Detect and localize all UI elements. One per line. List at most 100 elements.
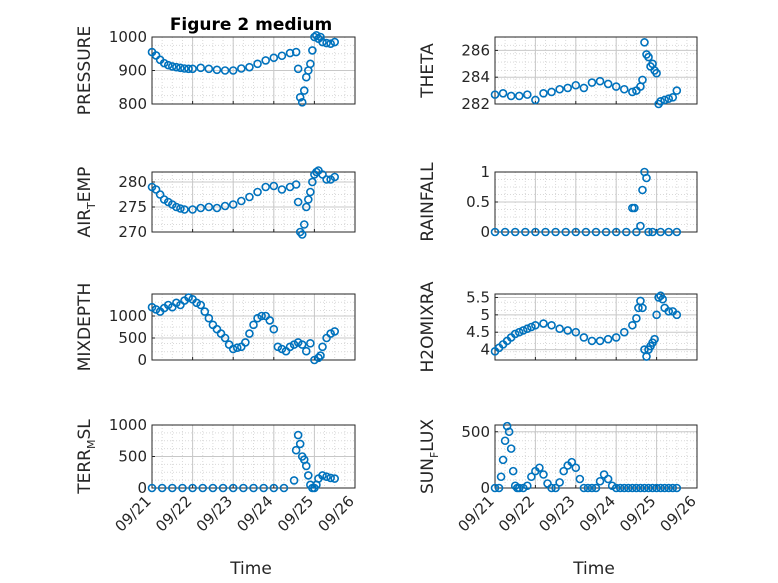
data-point [208, 483, 218, 493]
y-tick-label: 0 [480, 223, 490, 241]
data-point [259, 483, 268, 493]
y-axis-label: THETA [418, 43, 438, 99]
data-point [603, 334, 613, 344]
data-point [277, 51, 287, 61]
data-point [293, 197, 303, 207]
data-series [147, 293, 340, 365]
data-point [624, 483, 633, 493]
data-point [308, 177, 317, 187]
data-point [500, 227, 510, 237]
data-point [575, 474, 585, 484]
data-point [172, 202, 181, 212]
data-point [508, 466, 518, 476]
data-point [301, 202, 311, 212]
data-point [520, 227, 530, 237]
data-point [595, 476, 605, 486]
data-point [295, 93, 305, 102]
data-point [261, 182, 270, 192]
data-point [498, 455, 508, 465]
data-point [638, 185, 647, 195]
data-point [539, 470, 548, 479]
y-tick-label: 1000 [109, 28, 147, 46]
data-point [157, 483, 167, 493]
data-point [301, 461, 311, 471]
data-point [490, 483, 500, 493]
data-point [228, 200, 238, 209]
data-point [559, 466, 568, 476]
x-tick-label: 09/23 [193, 492, 236, 535]
data-point [188, 205, 197, 214]
data-point [571, 327, 581, 337]
data-point [293, 430, 303, 440]
data-series [490, 38, 682, 109]
data-point [672, 483, 682, 493]
data-point [241, 338, 250, 347]
data-point [308, 46, 317, 55]
data-point [504, 427, 514, 437]
data-point [587, 78, 597, 87]
data-series [490, 167, 682, 237]
y-axis-label: MIXDEPTH [75, 283, 95, 372]
data-point [579, 333, 589, 342]
data-point [301, 346, 311, 356]
subplot-h2omixra: 44.555.5 H2OMIXRA [418, 281, 698, 373]
data-point [644, 483, 653, 493]
data-point [237, 64, 246, 73]
data-point [664, 227, 674, 237]
data-point [638, 303, 647, 313]
data-point [514, 483, 524, 493]
data-point [660, 483, 669, 493]
data-point [200, 307, 210, 316]
data-point [664, 94, 674, 103]
data-point [249, 320, 258, 330]
data-point [642, 173, 651, 183]
data-point [628, 87, 637, 97]
data-point [668, 483, 678, 493]
data-point [220, 333, 230, 343]
data-point [147, 483, 157, 493]
y-tick-label: 4 [480, 341, 490, 359]
x-tick-label: 09/22 [152, 492, 195, 535]
y-tick-label: 0 [137, 479, 147, 497]
data-point [656, 97, 665, 106]
data-point [490, 90, 500, 99]
data-point [583, 483, 593, 493]
data-point [494, 483, 504, 493]
data-point [551, 483, 560, 493]
data-point [326, 39, 335, 49]
data-point [326, 473, 335, 483]
data-point [172, 62, 181, 72]
y-tick-label: 5.5 [466, 288, 490, 306]
data-point [619, 327, 629, 337]
data-point [510, 227, 520, 237]
y-tick-label: 4.5 [466, 323, 490, 341]
data-series [490, 421, 682, 493]
y-tick-label: 280 [118, 173, 147, 191]
data-point [178, 483, 187, 493]
data-point [523, 90, 532, 99]
data-point [184, 64, 193, 74]
x-tick-label: 09/26 [315, 492, 358, 535]
data-point [654, 293, 663, 302]
data-point [555, 478, 564, 487]
figure-title: Figure 2 medium [170, 15, 332, 35]
data-point [664, 483, 674, 493]
data-point [636, 296, 645, 306]
data-point [581, 227, 591, 237]
data-point [650, 334, 659, 344]
data-point [656, 483, 665, 493]
data-point [506, 91, 516, 101]
data-point [314, 353, 323, 363]
data-point [547, 320, 556, 330]
y-tick-label: 500 [461, 423, 490, 441]
data-point [212, 203, 222, 213]
data-point [571, 80, 581, 90]
data-point [571, 227, 581, 237]
data-point [306, 59, 315, 69]
data-point [249, 483, 258, 493]
y-tick-label: 800 [118, 95, 147, 113]
x-tick-label: 09/25 [274, 492, 317, 535]
data-point [318, 37, 327, 47]
data-point [563, 326, 573, 335]
